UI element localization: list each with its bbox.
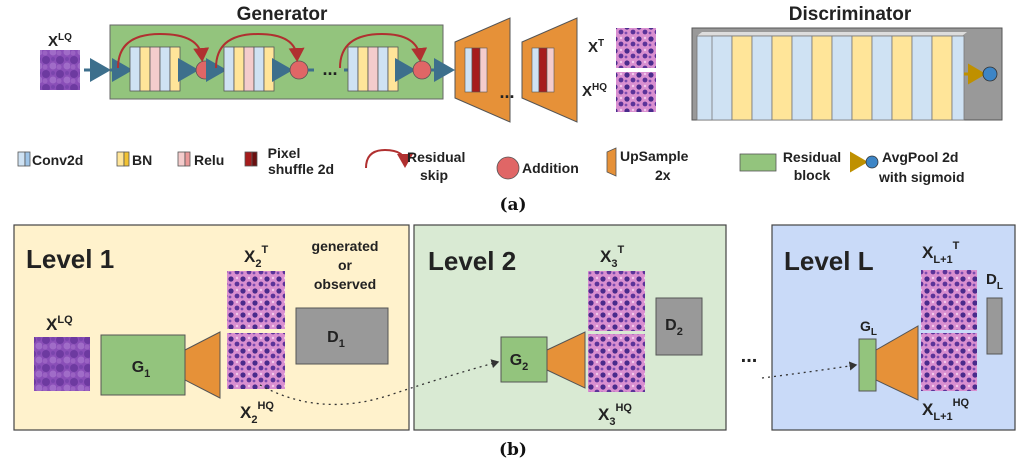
legend-conv: Conv2d: [32, 152, 83, 168]
level-l-title: Level L: [784, 246, 874, 276]
level-2-title: Level 2: [428, 246, 516, 276]
addition-icon: [412, 60, 432, 80]
level-2-generator: [500, 336, 548, 383]
legend-pixel-1: Pixel: [268, 145, 301, 161]
legend-upsample-2: 2x: [655, 167, 671, 183]
legend-bn: BN: [132, 152, 152, 168]
bn-layer-icon: [116, 151, 125, 167]
discriminator-title: Discriminator: [789, 4, 912, 25]
level-dots-to-l-connector: [761, 361, 858, 379]
output-label: XHQ: [582, 82, 607, 100]
legend-upsample-1: UpSample: [620, 148, 689, 164]
legend-skip-2: skip: [420, 167, 448, 183]
target-image: [616, 28, 656, 68]
target-label: XT: [588, 38, 604, 56]
residual-block-icon: [739, 153, 777, 172]
output-hq-image: [616, 72, 656, 112]
level-1-input-image: [34, 337, 90, 391]
legend-avgpool-2: with sigmoid: [878, 169, 965, 185]
legend: Conv2d BN Relu Pixel shuffle 2d Residual…: [17, 145, 965, 185]
conv-layer-icon: [17, 151, 26, 167]
level-1-output-label: X2HQ: [240, 400, 274, 426]
level-l-panel: Level L GL XL+1T XL+1HQ DL: [771, 224, 1016, 431]
level-2-target-label: X3T: [600, 244, 624, 270]
legend-relu: Relu: [194, 152, 224, 168]
legend-block-2: block: [794, 167, 831, 183]
level-1-output-image: [227, 333, 285, 389]
residual-skip-icon: [365, 148, 413, 169]
level-1-title: Level 1: [26, 244, 114, 274]
level-2-target-image: [588, 271, 645, 331]
residual-skip-icon: [339, 32, 428, 69]
svg-text:G2: G2: [510, 352, 529, 373]
addition-icon: [289, 60, 309, 80]
level-1-target-label: X2T: [244, 244, 268, 270]
discriminator-block: [691, 27, 1003, 121]
relu-layer-icon: [177, 151, 186, 167]
svg-text:D1: D1: [327, 329, 345, 350]
level-1-note-1: generated: [312, 238, 379, 254]
level-l-generator-label: GL: [860, 318, 877, 338]
level-1-generator: [100, 334, 186, 396]
avgpool-icon: [865, 155, 879, 169]
svg-text:D2: D2: [665, 317, 683, 338]
input-label: XLQ: [48, 32, 72, 50]
addition-icon: [496, 156, 520, 180]
legend-pixel-2: shuffle 2d: [268, 161, 334, 177]
level-1-input-label: XLQ: [46, 314, 73, 334]
level-2-upsample: [546, 331, 586, 389]
upsample-block-2: [521, 17, 578, 123]
level-dots: ...: [741, 345, 758, 367]
level-l-target-image: [921, 270, 977, 330]
input-lq-image: [40, 50, 80, 90]
generator-title: Generator: [237, 4, 328, 25]
avgpool-icon: [982, 66, 998, 82]
legend-skip-1: Residual: [407, 149, 465, 165]
svg-text:G1: G1: [132, 359, 151, 380]
addition-icon: [195, 60, 215, 80]
level-1-target-image: [227, 271, 285, 329]
level-1-discriminator: [295, 307, 389, 365]
upsample-dots: ...: [499, 82, 514, 102]
caption-b: (b): [499, 440, 527, 460]
residual-block-n: [339, 32, 432, 92]
legend-avgpool-1: AvgPool 2d: [882, 149, 959, 165]
level-2-output-image: [588, 334, 645, 392]
level-l-generator: [858, 338, 877, 392]
level-1-panel: Level 1 XLQ G1 X2T X2HQ generated or obs…: [13, 224, 410, 431]
upsample-icon: [606, 147, 617, 177]
legend-block-1: Residual: [783, 149, 841, 165]
level-1-note-3: observed: [314, 276, 376, 292]
legend-addition: Addition: [522, 160, 579, 176]
residual-skip-icon: [215, 32, 305, 69]
residual-block-2: [206, 32, 309, 92]
level-2-discriminator: [655, 297, 703, 356]
generator-dots: ...: [322, 59, 337, 79]
caption-a: (a): [499, 195, 526, 215]
level-l-disc-label: DL: [986, 271, 1003, 292]
level-l-upsample: [875, 325, 919, 401]
level-2-output-label: X3HQ: [598, 402, 632, 428]
level-l-output-image: [921, 333, 977, 391]
level-l-discriminator: [986, 297, 1003, 355]
residual-skip-icon: [117, 32, 210, 69]
level-l-output-label: XL+1HQ: [922, 397, 970, 423]
pixel-shuffle-icon: [244, 151, 253, 167]
level-1-upsample: [184, 331, 221, 399]
level-l-target-label: XL+1T: [922, 240, 960, 266]
upsample-block-1: [454, 17, 511, 123]
level-2-panel: Level 2 G2 X3T X3HQ D2: [413, 224, 727, 431]
level-1-note-2: or: [338, 257, 353, 273]
